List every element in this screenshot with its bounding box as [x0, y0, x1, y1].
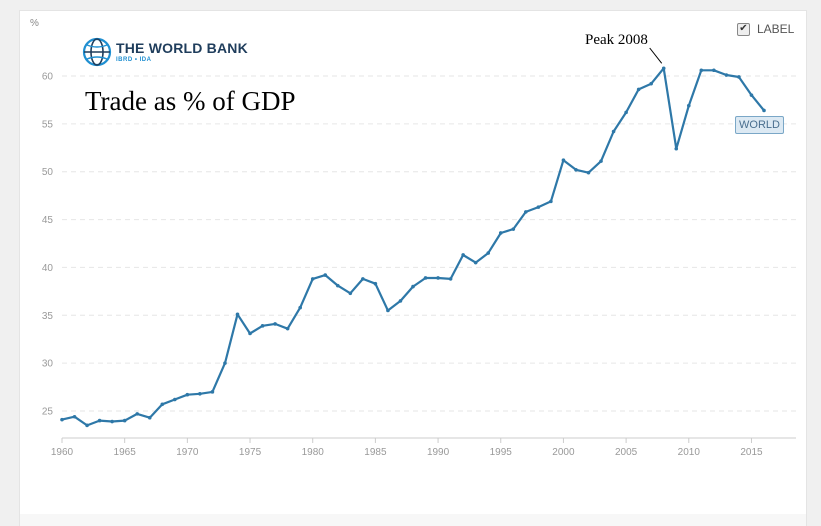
data-point-1982: [335, 283, 340, 288]
x-tick-label-1995: 1995: [490, 447, 513, 458]
data-point-1992: [461, 253, 465, 257]
data-point-1965: [122, 418, 127, 423]
x-tick-label-1975: 1975: [239, 447, 262, 458]
chart-title: Trade as % of GDP: [85, 86, 296, 116]
x-tick-label-1990: 1990: [427, 447, 450, 458]
data-point-2002: [586, 170, 591, 175]
data-point-1983: [348, 291, 353, 296]
data-point-1986: [386, 308, 390, 313]
data-point-2014: [737, 75, 741, 79]
series-label-world[interactable]: WORLD: [735, 116, 784, 134]
data-point-1968: [160, 402, 165, 407]
y-unit-label: %: [30, 18, 39, 29]
data-point-1974: [235, 312, 240, 317]
data-point-1985: [373, 281, 378, 286]
data-point-1962: [85, 423, 89, 428]
data-point-2015: [749, 93, 754, 97]
data-point-1998: [536, 205, 541, 209]
data-point-1984: [361, 277, 365, 281]
data-point-1964: [110, 419, 114, 424]
x-axis-labels: 1960 1965 1970 1975 1980 1985 1990 1995 2000 2005…: [51, 447, 763, 458]
data-point-1975: [248, 331, 252, 336]
label-toggle-text: LABEL: [757, 22, 795, 36]
y-tick-label-60: 60: [42, 72, 54, 83]
data-point-1969: [173, 397, 177, 402]
data-point-1961: [72, 414, 77, 419]
data-point-2003: [599, 159, 603, 163]
checkmark-icon[interactable]: ✔: [737, 22, 750, 36]
data-point-1997: [524, 210, 528, 214]
y-tick-label-40: 40: [42, 263, 54, 274]
y-axis-labels: 25 30 35 40 45 50 55 60: [42, 72, 54, 418]
data-point-1987: [398, 299, 403, 303]
logo-name: THE WORLD BANK: [116, 39, 248, 56]
y-tick-label-30: 30: [42, 359, 54, 370]
data-point-1990: [436, 276, 440, 280]
data-point-1971: [198, 391, 202, 396]
data-point-2001: [574, 168, 578, 172]
x-axis-ticks: [61, 438, 752, 443]
data-point-1973: [223, 361, 227, 365]
y-tick-label-55: 55: [42, 119, 54, 130]
series-line-world: [61, 67, 765, 427]
x-tick-label-2005: 2005: [615, 447, 638, 458]
data-point-2016: [762, 108, 766, 113]
data-point-1988: [411, 284, 415, 289]
peak-annotation-leader: [649, 47, 663, 64]
data-point-2008: [661, 66, 666, 71]
x-tick-label-1980: 1980: [302, 447, 325, 458]
data-point-1978: [285, 326, 290, 331]
x-tick-label-1960: 1960: [51, 447, 74, 458]
data-point-2005: [624, 110, 628, 115]
data-point-1995: [498, 231, 503, 235]
data-point-1999: [549, 199, 553, 204]
series-points: [60, 66, 766, 428]
world-bank-logo: THE WORLD BANK IBRD • IDA: [82, 37, 248, 67]
data-point-2010: [686, 103, 691, 108]
data-point-1970: [185, 392, 190, 397]
data-point-1963: [97, 418, 102, 423]
data-point-1989: [423, 276, 428, 280]
data-point-2004: [611, 129, 616, 134]
x-tick-label-1970: 1970: [176, 447, 199, 458]
data-point-1980: [310, 277, 315, 281]
data-point-1991: [448, 277, 453, 281]
data-point-2009: [674, 146, 679, 151]
data-point-2000: [561, 158, 566, 163]
x-tick-label-2000: 2000: [552, 447, 575, 458]
data-point-2007: [649, 81, 653, 86]
data-point-1967: [147, 415, 152, 420]
data-point-1972: [210, 390, 215, 394]
x-tick-label-1965: 1965: [114, 447, 137, 458]
data-point-1981: [323, 273, 328, 277]
data-point-1994: [486, 251, 491, 255]
data-point-1976: [260, 324, 265, 328]
x-tick-label-2010: 2010: [678, 447, 701, 458]
y-tick-label-45: 45: [42, 215, 54, 226]
chart-panel: [19, 10, 807, 516]
peak-annotation: Peak 2008: [585, 32, 648, 48]
data-point-1993: [473, 260, 478, 265]
x-tick-label-2015: 2015: [740, 447, 763, 458]
y-tick-label-50: 50: [42, 167, 54, 178]
x-tick-label-1985: 1985: [364, 447, 387, 458]
data-point-1977: [273, 322, 277, 326]
y-tick-label-25: 25: [42, 407, 54, 418]
data-point-2012: [712, 68, 716, 73]
label-toggle[interactable]: ✔ LABEL: [737, 22, 794, 36]
data-point-1996: [511, 227, 516, 231]
gridlines: [62, 75, 796, 412]
globe-icon: [82, 37, 112, 67]
data-point-1979: [298, 305, 302, 310]
data-point-2006: [636, 87, 641, 92]
data-point-1960: [60, 417, 64, 422]
data-point-2011: [699, 68, 704, 73]
y-tick-label-35: 35: [42, 311, 54, 322]
data-point-2013: [724, 73, 729, 77]
logo-subtitle: IBRD • IDA: [116, 56, 152, 63]
panel-footer: [19, 514, 807, 526]
data-point-1966: [135, 412, 140, 416]
